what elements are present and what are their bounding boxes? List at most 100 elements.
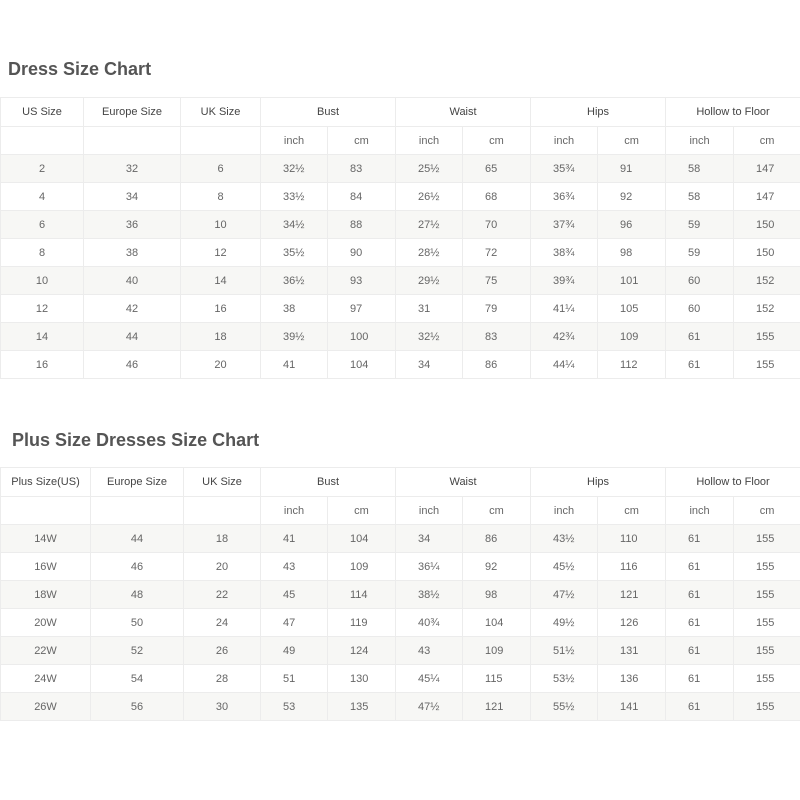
table-cell: 42 [83, 294, 181, 323]
table-cell: 61 [665, 350, 735, 379]
table-cell: 59 [665, 238, 735, 267]
table-cell: 61 [665, 664, 735, 693]
table-cell: 53 [260, 692, 328, 721]
table-cell: 14 [180, 266, 261, 295]
unit-header: cm [462, 126, 532, 155]
table-cell: 37¾ [530, 210, 599, 239]
table-cell: 16 [180, 294, 261, 323]
table-row: 14W 44 18 41 104 34 86 43½ 110 61 155 [0, 524, 800, 553]
table-cell: 124 [326, 636, 397, 665]
table-cell: 47 [260, 608, 328, 637]
table-cell: 41 [260, 524, 328, 553]
table-cell: 53½ [530, 664, 599, 693]
table-row: 8 38 12 35½ 90 28½ 72 38¾ 98 59 150 [0, 238, 800, 267]
table-cell: 38¾ [530, 238, 599, 267]
table-cell: 93 [326, 266, 397, 295]
table-cell: 20W [0, 608, 91, 637]
column-header: Waist [395, 97, 532, 127]
table-cell: 70 [462, 210, 532, 239]
table-cell: 20 [180, 350, 261, 379]
table-cell: 35½ [260, 238, 328, 267]
unit-row: inch cm inch cm inch cm inch cm [0, 496, 800, 525]
column-header: Hips [530, 467, 667, 497]
unit-header: cm [326, 496, 397, 525]
table-cell: 24W [0, 664, 91, 693]
table-cell: 61 [665, 636, 735, 665]
table-cell: 101 [597, 266, 667, 295]
table-cell: 75 [462, 266, 532, 295]
table-cell: 36 [83, 210, 181, 239]
table-cell: 155 [733, 664, 800, 693]
table-cell: 10 [0, 266, 84, 295]
table-cell: 56 [90, 692, 184, 721]
table-cell: 42¾ [530, 322, 599, 351]
table-cell: 147 [733, 154, 800, 183]
table-cell: 43½ [530, 524, 599, 553]
table-cell: 155 [733, 580, 800, 609]
table-cell: 92 [462, 552, 532, 581]
unit-header: cm [462, 496, 532, 525]
dress-size-chart-title: Dress Size Chart [8, 59, 152, 79]
table-cell: 155 [733, 524, 800, 553]
table-cell: 131 [597, 636, 667, 665]
table-cell: 91 [597, 154, 667, 183]
table-cell: 98 [597, 238, 667, 267]
unit-header: inch [530, 496, 599, 525]
header-row: US Size Europe Size UK Size Bust Waist Hips Ho… [0, 97, 800, 127]
table-cell: 49½ [530, 608, 599, 637]
table-cell: 155 [733, 636, 800, 665]
table-cell: 114 [326, 580, 397, 609]
empty-cell [0, 126, 84, 155]
table-cell: 30 [183, 692, 261, 721]
table-cell: 46 [90, 552, 184, 581]
table-cell: 46 [83, 350, 181, 379]
table-cell: 98 [462, 580, 532, 609]
table-cell: 28½ [395, 238, 464, 267]
unit-row: inch cm inch cm inch cm inch cm [0, 126, 800, 155]
table-cell: 6 [180, 154, 261, 183]
table-cell: 68 [462, 182, 532, 211]
table-cell: 26 [183, 636, 261, 665]
table-cell: 60 [665, 294, 735, 323]
table-cell: 60 [665, 266, 735, 295]
table-cell: 28 [183, 664, 261, 693]
table-cell: 22W [0, 636, 91, 665]
plus-size-chart-title: Plus Size Dresses Size Chart [12, 430, 260, 450]
table-cell: 54 [90, 664, 184, 693]
table-cell: 34 [83, 182, 181, 211]
table-cell: 104 [326, 350, 397, 379]
table-cell: 72 [462, 238, 532, 267]
table-cell: 110 [597, 524, 667, 553]
table-cell: 135 [326, 692, 397, 721]
table-cell: 32 [83, 154, 181, 183]
table-cell: 155 [733, 322, 800, 351]
table-cell: 24 [183, 608, 261, 637]
table-cell: 18 [183, 524, 261, 553]
table-cell: 92 [597, 182, 667, 211]
table-cell: 22 [183, 580, 261, 609]
unit-header: inch [665, 496, 735, 525]
table-cell: 14 [0, 322, 84, 351]
table-row: 24W 54 28 51 130 45¼ 115 53½ 136 61 155 [0, 664, 800, 693]
table-cell: 41 [260, 350, 328, 379]
table-cell: 86 [462, 350, 532, 379]
table-cell: 61 [665, 322, 735, 351]
table-cell: 31 [395, 294, 464, 323]
empty-cell [0, 496, 91, 525]
table-cell: 44 [83, 322, 181, 351]
table-cell: 126 [597, 608, 667, 637]
table-cell: 12 [180, 238, 261, 267]
table-cell: 155 [733, 552, 800, 581]
table-cell: 40 [83, 266, 181, 295]
table-cell: 104 [462, 608, 532, 637]
dress-size-table: US Size Europe Size UK Size Bust Waist Hips Ho… [0, 97, 800, 379]
table-row: 10 40 14 36½ 93 29½ 75 39¾ 101 60 152 [0, 266, 800, 295]
table-cell: 88 [326, 210, 397, 239]
table-cell: 83 [326, 154, 397, 183]
table-cell: 51½ [530, 636, 599, 665]
table-cell: 155 [733, 350, 800, 379]
table-cell: 40¾ [395, 608, 464, 637]
empty-cell [90, 496, 184, 525]
table-cell: 61 [665, 552, 735, 581]
column-header: Plus Size(US) [0, 467, 91, 497]
